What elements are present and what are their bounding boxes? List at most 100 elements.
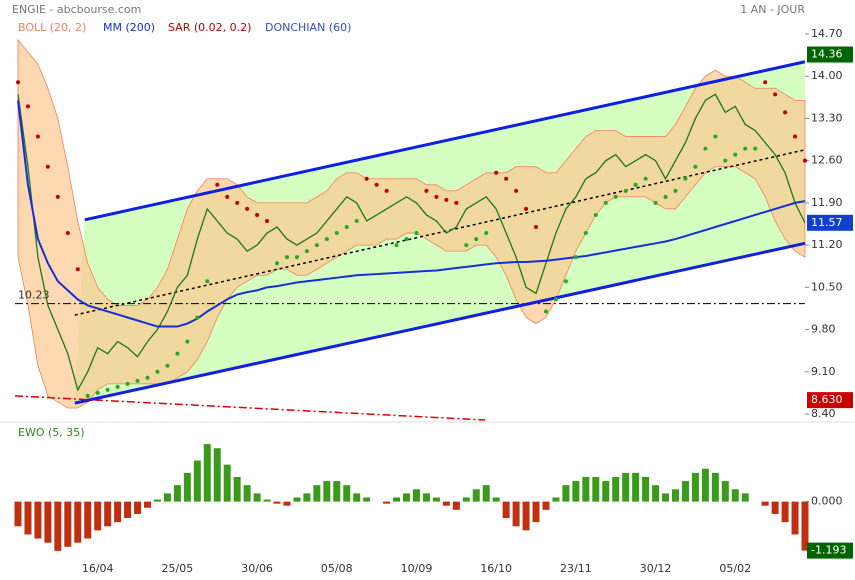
ewo-bar [761,501,769,506]
ewo-bar [781,501,789,523]
sar-dot [85,393,90,398]
sar-dot [384,188,389,193]
sar-dot [155,369,160,374]
sar-dot [404,237,409,242]
y-tick-label: 11.90 [811,196,843,209]
y-tick-label: 9.10 [811,365,836,378]
sar-dot [324,237,329,242]
sar-dot [703,146,708,151]
ewo-bar [94,501,102,531]
sar-dot [25,104,30,109]
y-tick-label: 14.00 [811,69,843,82]
sar-dot [553,297,558,302]
ewo-bar [183,472,191,502]
sar-dot [454,200,459,205]
sar-dot [135,378,140,383]
ewo-bar [741,493,749,502]
sar-dot [294,255,299,260]
sar-dot [275,261,280,266]
sar-dot [534,225,539,230]
sar-dot [573,255,578,260]
ewo-bar [512,501,520,527]
sar-dot [653,200,658,205]
sar-dot [524,206,529,211]
sar-dot [185,339,190,344]
ewo-bar [562,485,570,502]
legend-entry: SAR (0.02, 0.2) [168,21,251,34]
ewo-bar [14,501,22,527]
sar-dot [783,110,788,115]
sar-dot [35,134,40,139]
sar-dot [623,188,628,193]
sar-dot [284,255,289,260]
y-tick-label: 13.30 [811,111,843,124]
sar-dot [215,182,220,187]
y-tick-label: 10.50 [811,280,843,293]
sar-dot [145,375,150,380]
ewo-bar [233,476,241,502]
sar-dot [464,243,469,248]
ewo-bar [74,501,82,543]
bollinger-band [17,38,806,409]
sar-dot [65,231,70,236]
ewo-bar [24,501,32,535]
ewo-bar [114,501,122,523]
ewo-bar [642,476,650,502]
ewo-bar [542,501,550,510]
value-marker [807,542,853,559]
sar-dot [195,315,200,320]
ewo-bar [263,499,271,502]
ewo-bar [612,476,620,502]
legend-entry: BOLL (20, 2) [18,21,86,34]
ewo-bar [711,472,719,502]
sar-dot [803,158,807,163]
ewo-bar [671,489,679,502]
ewo-bar [582,476,590,502]
price-line [17,93,806,392]
ewo-bar [462,497,470,502]
sar-dot [613,194,618,199]
y-tick-label: 12.60 [811,154,843,167]
ewo-bar [442,501,450,506]
y-tick-label: 8.40 [811,407,836,420]
sar-dot [673,188,678,193]
indicator-label: EWO (5, 35) [18,426,85,439]
ewo-bar [622,472,630,502]
sar-dot [484,231,489,236]
ewo-bar [173,485,181,502]
sar-dot [713,134,718,139]
sar-dot [394,243,399,248]
sar-dot [743,146,748,151]
sar-dot [55,194,60,199]
ewo-bar [343,485,351,502]
sar-dot [733,152,738,157]
ewo-bar [323,481,331,502]
reference-label: 10.23 [18,289,50,302]
sar-dot [105,387,110,392]
ewo-bar [353,493,361,502]
ewo-bar [452,501,460,510]
trend-line [84,60,806,222]
value-marker [807,392,853,409]
ewo-bar [422,493,430,502]
sar-dot [175,351,180,356]
ewo-bar [193,460,201,502]
ewo-bar [771,501,779,514]
sar-dot [165,363,170,368]
ewo-bar [363,497,371,502]
sar-dot [235,200,240,205]
sar-dot [75,267,80,272]
ewo-bar [273,501,281,504]
ewo-bar [134,501,142,514]
ewo-bar [283,501,291,506]
sar-dot [683,176,688,181]
sar-dot [304,249,309,254]
ewo-bar [104,501,112,527]
ewo-bar [472,489,480,502]
sar-dot [374,182,379,187]
sar-dot [225,194,230,199]
sar-dot [364,176,369,181]
legend-entry: DONCHIAN (60) [265,21,351,34]
moving-average [17,100,806,328]
sar-dot [115,384,120,389]
